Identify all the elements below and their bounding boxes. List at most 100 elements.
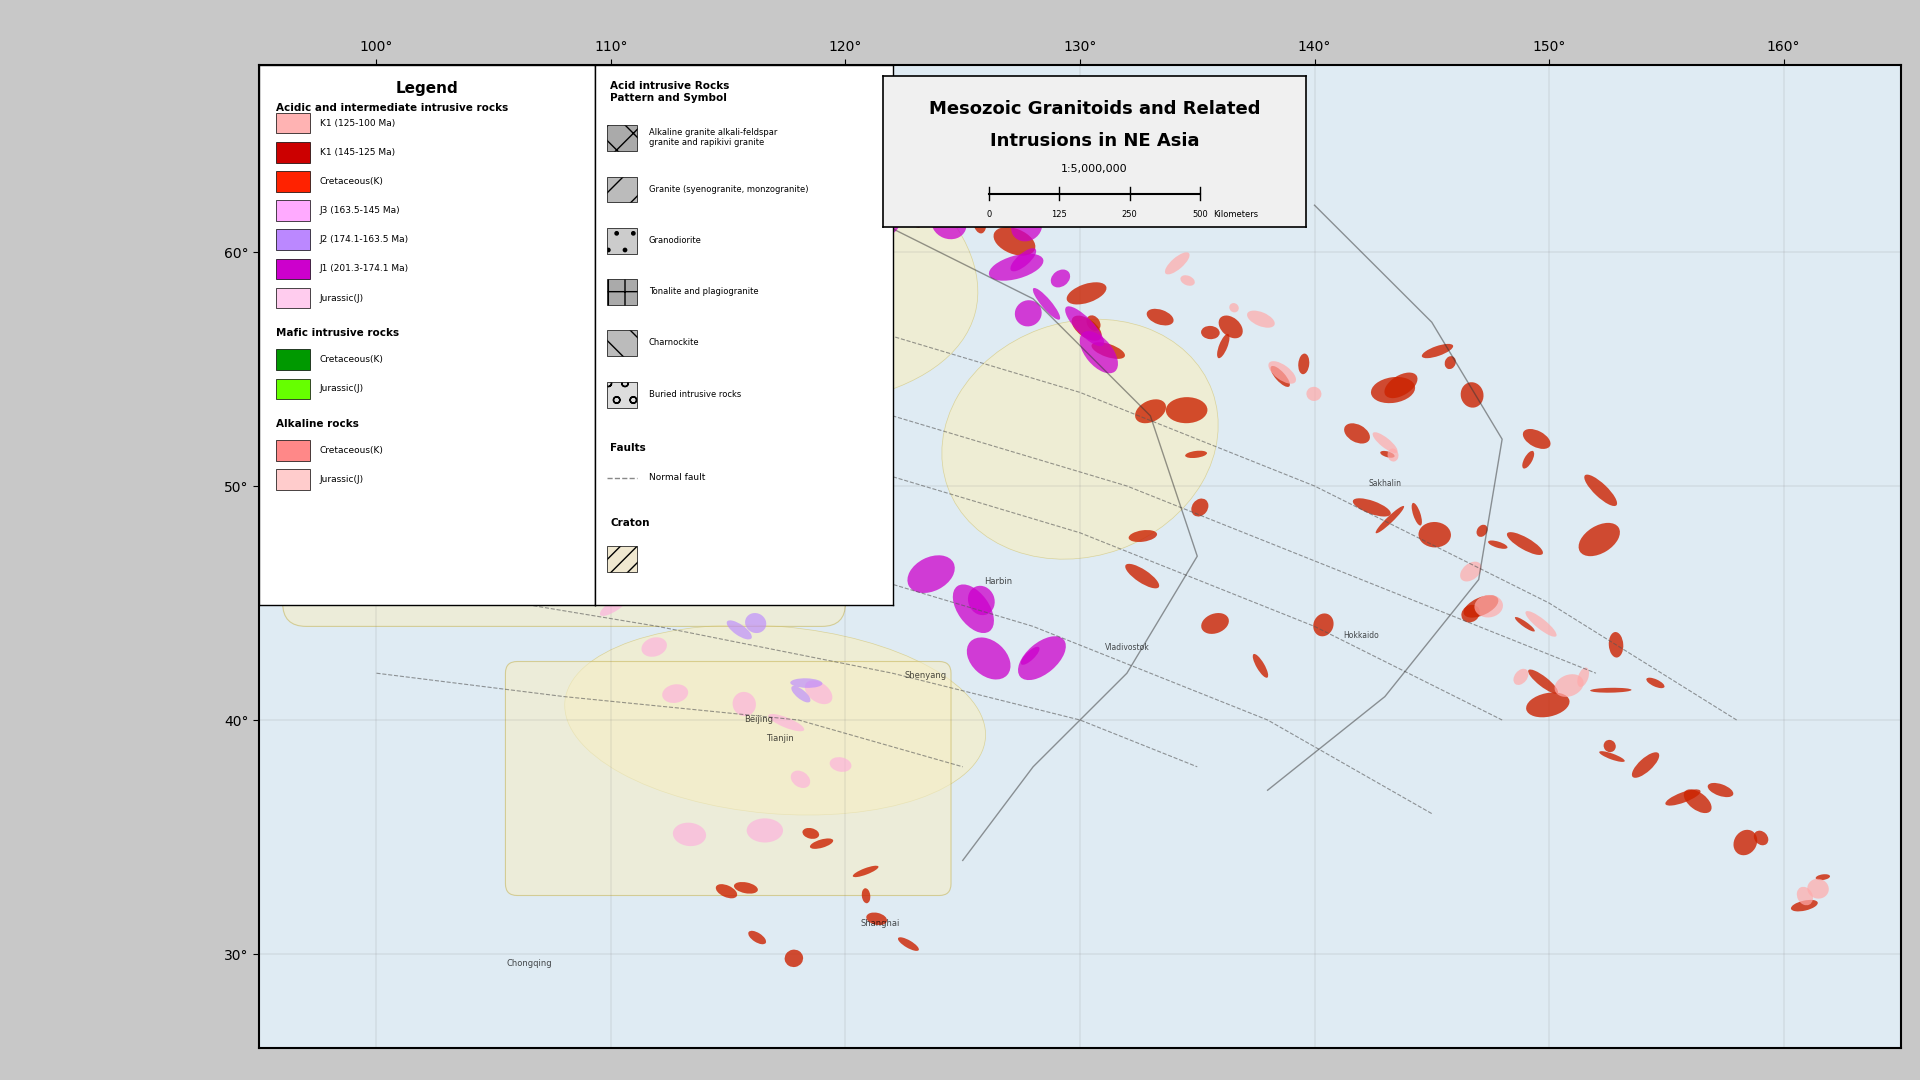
- FancyBboxPatch shape: [276, 350, 309, 369]
- Ellipse shape: [925, 146, 966, 175]
- Text: Harbin: Harbin: [983, 578, 1012, 586]
- Polygon shape: [259, 65, 1901, 1048]
- Ellipse shape: [1411, 503, 1423, 526]
- FancyBboxPatch shape: [276, 378, 309, 399]
- Ellipse shape: [1584, 474, 1617, 507]
- Ellipse shape: [599, 595, 630, 616]
- Ellipse shape: [1050, 270, 1069, 287]
- Text: Chongqing: Chongqing: [507, 959, 551, 968]
- Ellipse shape: [1599, 752, 1624, 761]
- Ellipse shape: [641, 637, 666, 657]
- FancyBboxPatch shape: [282, 205, 845, 626]
- Ellipse shape: [791, 771, 810, 788]
- Ellipse shape: [1475, 595, 1503, 618]
- Ellipse shape: [1707, 783, 1734, 797]
- Ellipse shape: [899, 937, 920, 950]
- Ellipse shape: [1373, 432, 1398, 453]
- Ellipse shape: [1033, 288, 1060, 320]
- Ellipse shape: [749, 931, 766, 944]
- Ellipse shape: [1797, 887, 1812, 905]
- Text: Hokkaido: Hokkaido: [1344, 631, 1379, 640]
- Ellipse shape: [1248, 311, 1275, 327]
- Ellipse shape: [1252, 653, 1267, 678]
- Ellipse shape: [1018, 636, 1066, 680]
- Ellipse shape: [1165, 397, 1208, 423]
- Ellipse shape: [1461, 382, 1484, 407]
- FancyBboxPatch shape: [607, 330, 637, 356]
- FancyBboxPatch shape: [276, 171, 309, 192]
- Ellipse shape: [1091, 342, 1125, 359]
- Text: Cretaceous(K): Cretaceous(K): [321, 177, 384, 186]
- Ellipse shape: [1185, 450, 1208, 458]
- Ellipse shape: [1016, 300, 1043, 326]
- Text: Faults: Faults: [611, 443, 645, 453]
- Ellipse shape: [474, 444, 505, 460]
- Text: Jurassic(J): Jurassic(J): [321, 294, 363, 302]
- Ellipse shape: [1753, 831, 1768, 846]
- Ellipse shape: [756, 499, 793, 534]
- Ellipse shape: [1202, 326, 1219, 339]
- Text: Shanghai: Shanghai: [860, 919, 900, 928]
- Ellipse shape: [1461, 605, 1480, 622]
- Ellipse shape: [515, 499, 557, 523]
- Ellipse shape: [1096, 198, 1129, 222]
- Text: K1 (145-125 Ma): K1 (145-125 Ma): [321, 148, 396, 157]
- Ellipse shape: [1298, 353, 1309, 374]
- Text: Mesozoic Granitoids and Related: Mesozoic Granitoids and Related: [929, 99, 1260, 118]
- Ellipse shape: [641, 518, 666, 530]
- Text: J3 (163.5-145 Ma): J3 (163.5-145 Ma): [321, 206, 399, 215]
- Ellipse shape: [1555, 674, 1584, 697]
- Text: Granite (syenogranite, monzogranite): Granite (syenogranite, monzogranite): [649, 185, 808, 193]
- Ellipse shape: [1423, 343, 1453, 359]
- Ellipse shape: [599, 559, 616, 576]
- Ellipse shape: [1524, 611, 1557, 637]
- Ellipse shape: [866, 913, 887, 926]
- Ellipse shape: [1039, 166, 1066, 186]
- Text: J1 (201.3-174.1 Ma): J1 (201.3-174.1 Ma): [321, 265, 409, 273]
- Ellipse shape: [1609, 632, 1622, 658]
- Ellipse shape: [703, 563, 728, 586]
- Ellipse shape: [747, 819, 783, 842]
- Text: Vladivostok: Vladivostok: [1104, 643, 1150, 652]
- Ellipse shape: [989, 254, 1043, 281]
- Ellipse shape: [570, 588, 589, 603]
- Ellipse shape: [1523, 450, 1534, 469]
- Text: Alkaline rocks: Alkaline rocks: [276, 419, 359, 429]
- Ellipse shape: [1507, 532, 1544, 555]
- Ellipse shape: [680, 550, 710, 579]
- Ellipse shape: [808, 349, 841, 381]
- Ellipse shape: [1344, 423, 1371, 444]
- Text: Jurassic(J): Jurassic(J): [321, 384, 363, 393]
- Ellipse shape: [1807, 879, 1828, 899]
- Ellipse shape: [1515, 617, 1534, 632]
- Ellipse shape: [1590, 688, 1632, 692]
- Text: 125: 125: [1052, 211, 1068, 219]
- FancyBboxPatch shape: [276, 112, 309, 133]
- FancyBboxPatch shape: [607, 228, 637, 254]
- Ellipse shape: [1526, 692, 1569, 717]
- Text: Kilometers: Kilometers: [1213, 211, 1258, 219]
- Ellipse shape: [338, 49, 977, 408]
- Text: Legend: Legend: [396, 81, 459, 96]
- Ellipse shape: [791, 678, 822, 688]
- Ellipse shape: [849, 175, 900, 212]
- Ellipse shape: [1384, 373, 1417, 399]
- Ellipse shape: [1603, 740, 1617, 752]
- Text: 1:5,000,000: 1:5,000,000: [1062, 164, 1127, 174]
- Ellipse shape: [716, 266, 743, 293]
- Ellipse shape: [1523, 429, 1551, 449]
- Text: Acid intrusive Rocks
Pattern and Symbol: Acid intrusive Rocks Pattern and Symbol: [611, 81, 730, 103]
- FancyBboxPatch shape: [276, 441, 309, 460]
- Text: Intrusions in NE Asia: Intrusions in NE Asia: [989, 132, 1200, 150]
- Text: Tianjin: Tianjin: [766, 734, 793, 743]
- FancyBboxPatch shape: [607, 125, 637, 151]
- Ellipse shape: [829, 757, 851, 772]
- Text: Ulaanbaatar: Ulaanbaatar: [515, 528, 563, 537]
- Text: Alkaline granite alkali-feldspar
granite and rapikivi granite: Alkaline granite alkali-feldspar granite…: [649, 129, 778, 147]
- FancyBboxPatch shape: [276, 259, 309, 280]
- Ellipse shape: [804, 680, 833, 704]
- Ellipse shape: [1165, 253, 1190, 274]
- Ellipse shape: [724, 460, 756, 485]
- Ellipse shape: [791, 686, 810, 702]
- Ellipse shape: [891, 211, 920, 228]
